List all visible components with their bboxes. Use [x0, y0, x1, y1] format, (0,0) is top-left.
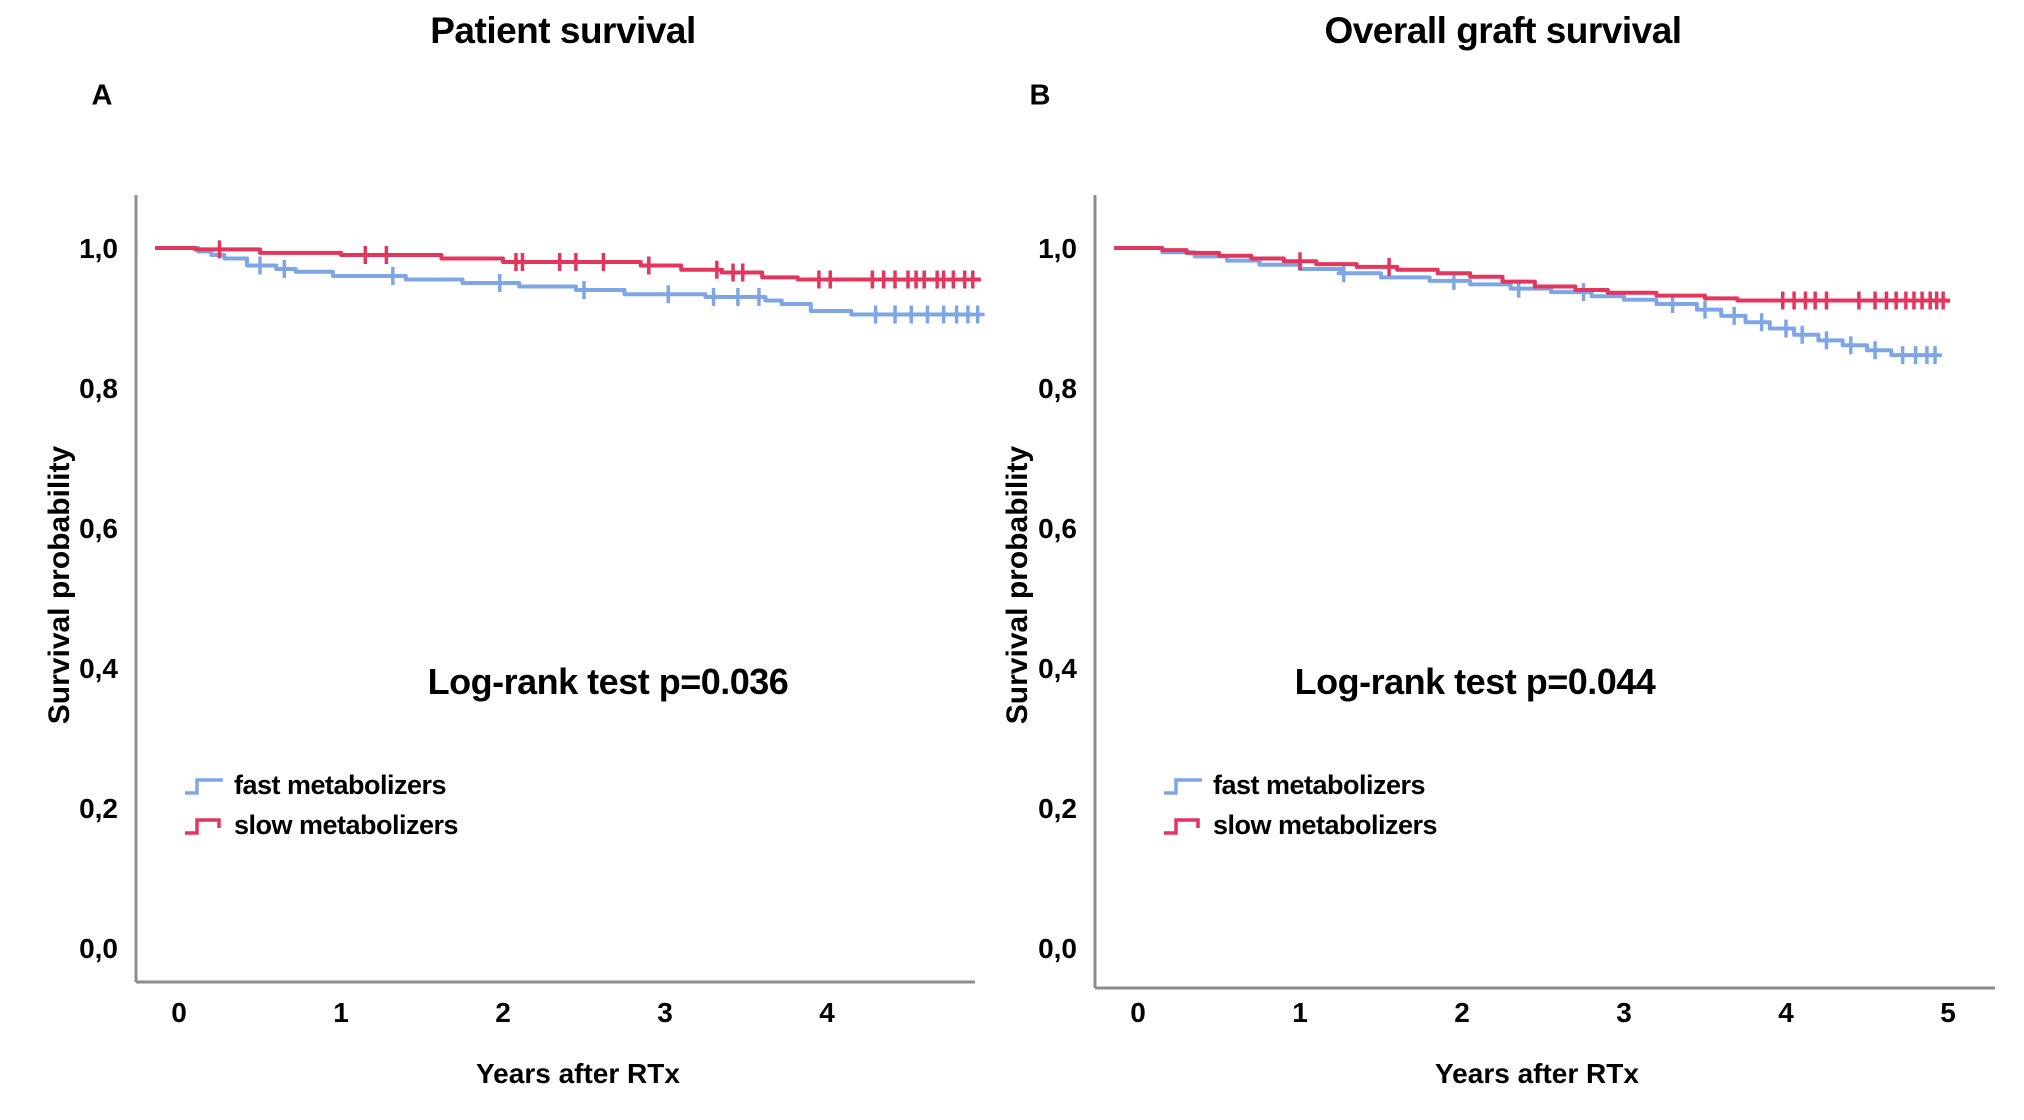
panel-a-fast-metabolizers-curve	[155, 246, 973, 317]
slow-metabolizers-step-icon	[185, 817, 221, 835]
panel-b-x-tick-label: 1	[1292, 997, 1308, 1028]
legend-item-fast: fast metabolizers	[183, 770, 458, 801]
panel-b-x-axis-title: Years after RTx	[1435, 1058, 1639, 1089]
panel-a-legend: fast metabolizers slow metabolizers	[183, 770, 459, 841]
panel-b-slow-censor-marks	[1293, 252, 1951, 310]
panel-b-y-tick-label: 0,0	[1038, 933, 1077, 964]
panel-a-x-tick-label: 1	[333, 997, 349, 1028]
panel-a-logrank-annotation: Log-rank test p=0.036	[427, 661, 789, 702]
panel-a-y-tick-label: 0,2	[79, 793, 118, 824]
panel-b-title: Overall graft survival	[1324, 10, 1682, 51]
panel-a-slow-censor-marks	[212, 240, 980, 289]
panel-b-y-tick-label: 0,2	[1038, 793, 1077, 824]
legend-label-slow: slow metabolizers	[234, 810, 459, 840]
panel-a-x-tick-label: 4	[819, 997, 835, 1028]
panel-b-slow-metabolizers-curve	[1114, 246, 1950, 303]
panel-b-x-tick-label: 4	[1778, 997, 1794, 1028]
panel-a-y-tick-label: 0,0	[79, 933, 118, 964]
panel-b-fast-metabolizers-curve	[1114, 246, 1937, 358]
legend-label-fast: fast metabolizers	[234, 770, 447, 800]
panel-a-title: Patient survival	[430, 10, 696, 51]
legend-label-slow: slow metabolizers	[1213, 810, 1438, 840]
panel-b-x-tick-label: 0	[1130, 997, 1146, 1028]
panel-a-y-tick-label: 0,8	[79, 373, 118, 404]
panel-a-fast-censor-marks	[253, 256, 985, 324]
panel-a-x-tick-label: 2	[495, 997, 511, 1028]
legend-label-fast: fast metabolizers	[1213, 770, 1426, 800]
panel-b-x-tick-label: 3	[1616, 997, 1632, 1028]
panel-a-letter: A	[91, 79, 113, 112]
panel-a-y-tick-label: 1,0	[79, 233, 118, 264]
panel-b-x-tick-label: 2	[1454, 997, 1470, 1028]
panel-b-y-tick-label: 0,4	[1038, 653, 1077, 684]
panel-b-y-tick-label: 0,6	[1038, 513, 1077, 544]
panel-b-legend: fast metabolizers slow metabolizers	[1162, 770, 1438, 841]
legend-item-slow: slow metabolizers	[183, 810, 459, 841]
panel-b-y-tick-label: 0,8	[1038, 373, 1077, 404]
fast-metabolizers-step-icon	[1164, 777, 1202, 795]
panel-b-fast-censor-marks	[1336, 264, 1943, 365]
panel-b-y-tick-label: 1,0	[1038, 233, 1077, 264]
panel-b-x-tick-label: 5	[1940, 997, 1956, 1028]
fast-metabolizers-step-icon	[185, 777, 223, 795]
panel-b-letter: B	[1029, 79, 1051, 112]
panel-a-x-tick-label: 3	[657, 997, 673, 1028]
legend-item-slow: slow metabolizers	[1162, 810, 1438, 841]
panel-a-x-axis-title: Years after RTx	[476, 1058, 680, 1089]
panel-a-y-tick-label: 0,4	[79, 653, 118, 684]
slow-metabolizers-step-icon	[1164, 817, 1200, 835]
panel-b-logrank-annotation: Log-rank test p=0.044	[1294, 661, 1656, 702]
panel-a-y-tick-label: 0,6	[79, 513, 118, 544]
panel-a-slow-metabolizers-curve	[155, 246, 981, 282]
panel-a-x-tick-label: 0	[171, 997, 187, 1028]
legend-item-fast: fast metabolizers	[1162, 770, 1437, 801]
